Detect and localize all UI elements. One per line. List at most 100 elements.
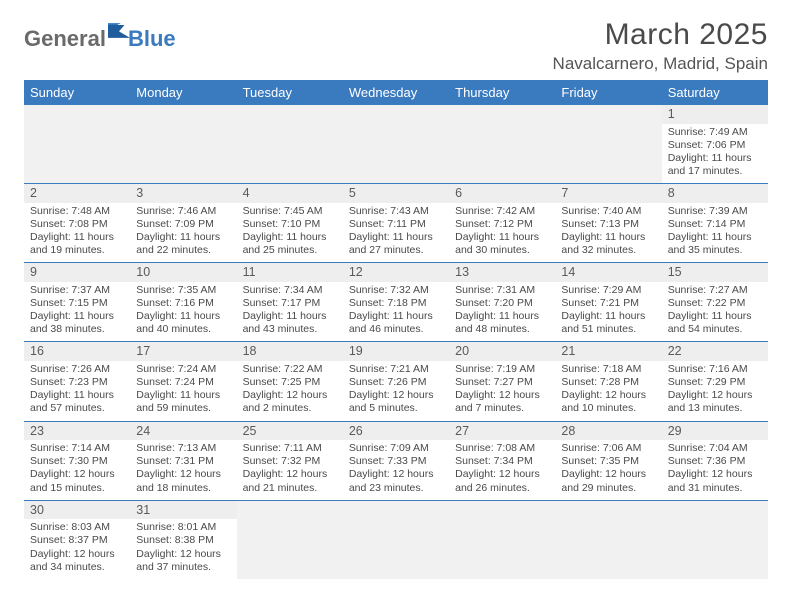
calendar-day-cell: 16 Sunrise: 7:26 AMSunset: 7:23 PMDayligh… — [24, 342, 130, 420]
brand-text-1: General — [24, 26, 106, 52]
sunrise-line: Sunrise: 7:26 AM — [30, 363, 124, 376]
sunset-line: Sunset: 7:24 PM — [136, 376, 230, 389]
calendar-day-cell: 19Sunrise: 7:21 AMSunset: 7:26 PMDayligh… — [343, 342, 449, 420]
day-number: 24 — [130, 422, 236, 441]
sunrise-line: Sunrise: 7:14 AM — [30, 442, 124, 455]
daylight-line: Daylight: 12 hours and 10 minutes. — [561, 389, 655, 415]
sunrise-line: Sunrise: 7:37 AM — [30, 284, 124, 297]
sunrise-line: Sunrise: 7:21 AM — [349, 363, 443, 376]
day-number: 5 — [343, 184, 449, 203]
calendar-week-row: 1Sunrise: 7:49 AMSunset: 7:06 PMDaylight… — [24, 105, 768, 184]
daylight-line: Daylight: 11 hours and 59 minutes. — [136, 389, 230, 415]
sunrise-line: Sunrise: 7:32 AM — [349, 284, 443, 297]
daylight-line: Daylight: 11 hours and 57 minutes. — [30, 389, 124, 415]
sunrise-line: Sunrise: 7:16 AM — [668, 363, 762, 376]
sunset-line: Sunset: 7:10 PM — [243, 218, 337, 231]
sunset-line: Sunset: 7:33 PM — [349, 455, 443, 468]
sunset-line: Sunset: 7:30 PM — [30, 455, 124, 468]
sunrise-line: Sunrise: 7:04 AM — [668, 442, 762, 455]
daylight-line: Daylight: 11 hours and 27 minutes. — [349, 231, 443, 257]
sunset-line: Sunset: 7:27 PM — [455, 376, 549, 389]
calendar-day-cell: 31Sunrise: 8:01 AMSunset: 8:38 PMDayligh… — [130, 501, 236, 579]
day-number: 16 — [24, 342, 130, 361]
sunset-line: Sunset: 7:36 PM — [668, 455, 762, 468]
weekday-header: Saturday — [662, 80, 768, 105]
calendar-empty-cell — [237, 105, 343, 183]
daylight-line: Daylight: 11 hours and 54 minutes. — [668, 310, 762, 336]
calendar-day-cell: 1Sunrise: 7:49 AMSunset: 7:06 PMDaylight… — [662, 105, 768, 183]
sunset-line: Sunset: 7:15 PM — [30, 297, 124, 310]
calendar-empty-cell — [449, 501, 555, 579]
weekday-header: Sunday — [24, 80, 130, 105]
weekday-header: Monday — [130, 80, 236, 105]
day-number: 10 — [130, 263, 236, 282]
day-number: 6 — [449, 184, 555, 203]
sunset-line: Sunset: 7:18 PM — [349, 297, 443, 310]
calendar-day-cell: 27Sunrise: 7:08 AMSunset: 7:34 PMDayligh… — [449, 422, 555, 500]
calendar-day-cell: 21Sunrise: 7:18 AMSunset: 7:28 PMDayligh… — [555, 342, 661, 420]
sunset-line: Sunset: 8:37 PM — [30, 534, 124, 547]
daylight-line: Daylight: 12 hours and 29 minutes. — [561, 468, 655, 494]
day-number: 20 — [449, 342, 555, 361]
sunset-line: Sunset: 7:09 PM — [136, 218, 230, 231]
calendar-day-cell: 13Sunrise: 7:31 AMSunset: 7:20 PMDayligh… — [449, 263, 555, 341]
sunrise-line: Sunrise: 7:49 AM — [668, 126, 762, 139]
sunset-line: Sunset: 7:23 PM — [30, 376, 124, 389]
day-number: 18 — [237, 342, 343, 361]
weekday-header-row: SundayMondayTuesdayWednesdayThursdayFrid… — [24, 80, 768, 105]
day-number: 26 — [343, 422, 449, 441]
weekday-header: Thursday — [449, 80, 555, 105]
sunset-line: Sunset: 7:32 PM — [243, 455, 337, 468]
calendar-week-row: 16Sunrise: 7:26 AMSunset: 7:23 PMDayligh… — [24, 342, 768, 421]
daylight-line: Daylight: 12 hours and 18 minutes. — [136, 468, 230, 494]
daylight-line: Daylight: 12 hours and 7 minutes. — [455, 389, 549, 415]
daylight-line: Daylight: 12 hours and 13 minutes. — [668, 389, 762, 415]
sunset-line: Sunset: 7:22 PM — [668, 297, 762, 310]
day-number: 12 — [343, 263, 449, 282]
calendar-day-cell: 22Sunrise: 7:16 AMSunset: 7:29 PMDayligh… — [662, 342, 768, 420]
daylight-line: Daylight: 11 hours and 30 minutes. — [455, 231, 549, 257]
weekday-header: Wednesday — [343, 80, 449, 105]
calendar-day-cell: 30Sunrise: 8:03 AMSunset: 8:37 PMDayligh… — [24, 501, 130, 579]
daylight-line: Daylight: 12 hours and 2 minutes. — [243, 389, 337, 415]
sunrise-line: Sunrise: 7:29 AM — [561, 284, 655, 297]
sunset-line: Sunset: 7:11 PM — [349, 218, 443, 231]
calendar-day-cell: 10Sunrise: 7:35 AMSunset: 7:16 PMDayligh… — [130, 263, 236, 341]
sunset-line: Sunset: 7:28 PM — [561, 376, 655, 389]
sunset-line: Sunset: 8:38 PM — [136, 534, 230, 547]
sunset-line: Sunset: 7:31 PM — [136, 455, 230, 468]
calendar-day-cell: 18Sunrise: 7:22 AMSunset: 7:25 PMDayligh… — [237, 342, 343, 420]
calendar-week-row: 2Sunrise: 7:48 AMSunset: 7:08 PMDaylight… — [24, 184, 768, 263]
calendar-week-row: 9Sunrise: 7:37 AMSunset: 7:15 PMDaylight… — [24, 263, 768, 342]
daylight-line: Daylight: 12 hours and 21 minutes. — [243, 468, 337, 494]
sunrise-line: Sunrise: 7:42 AM — [455, 205, 549, 218]
sunset-line: Sunset: 7:20 PM — [455, 297, 549, 310]
daylight-line: Daylight: 11 hours and 38 minutes. — [30, 310, 124, 336]
daylight-line: Daylight: 11 hours and 32 minutes. — [561, 231, 655, 257]
sunset-line: Sunset: 7:35 PM — [561, 455, 655, 468]
day-number: 23 — [24, 422, 130, 441]
day-number: 27 — [449, 422, 555, 441]
calendar-empty-cell — [555, 105, 661, 183]
calendar-day-cell: 24Sunrise: 7:13 AMSunset: 7:31 PMDayligh… — [130, 422, 236, 500]
day-number: 30 — [24, 501, 130, 520]
weekday-header: Friday — [555, 80, 661, 105]
daylight-line: Daylight: 11 hours and 46 minutes. — [349, 310, 443, 336]
sunset-line: Sunset: 7:12 PM — [455, 218, 549, 231]
daylight-line: Daylight: 11 hours and 40 minutes. — [136, 310, 230, 336]
sunrise-line: Sunrise: 7:45 AM — [243, 205, 337, 218]
sunrise-line: Sunrise: 7:19 AM — [455, 363, 549, 376]
calendar-empty-cell — [449, 105, 555, 183]
day-number: 4 — [237, 184, 343, 203]
day-number: 1 — [662, 105, 768, 124]
daylight-line: Daylight: 11 hours and 25 minutes. — [243, 231, 337, 257]
calendar-day-cell: 3Sunrise: 7:46 AMSunset: 7:09 PMDaylight… — [130, 184, 236, 262]
day-number: 22 — [662, 342, 768, 361]
sunrise-line: Sunrise: 7:31 AM — [455, 284, 549, 297]
calendar-day-cell: 20 Sunrise: 7:19 AMSunset: 7:27 PMDayligh… — [449, 342, 555, 420]
sunrise-line: Sunrise: 7:34 AM — [243, 284, 337, 297]
daylight-line: Daylight: 11 hours and 48 minutes. — [455, 310, 549, 336]
day-number: 15 — [662, 263, 768, 282]
calendar-day-cell: 17Sunrise: 7:24 AMSunset: 7:24 PMDayligh… — [130, 342, 236, 420]
daylight-line: Daylight: 12 hours and 15 minutes. — [30, 468, 124, 494]
